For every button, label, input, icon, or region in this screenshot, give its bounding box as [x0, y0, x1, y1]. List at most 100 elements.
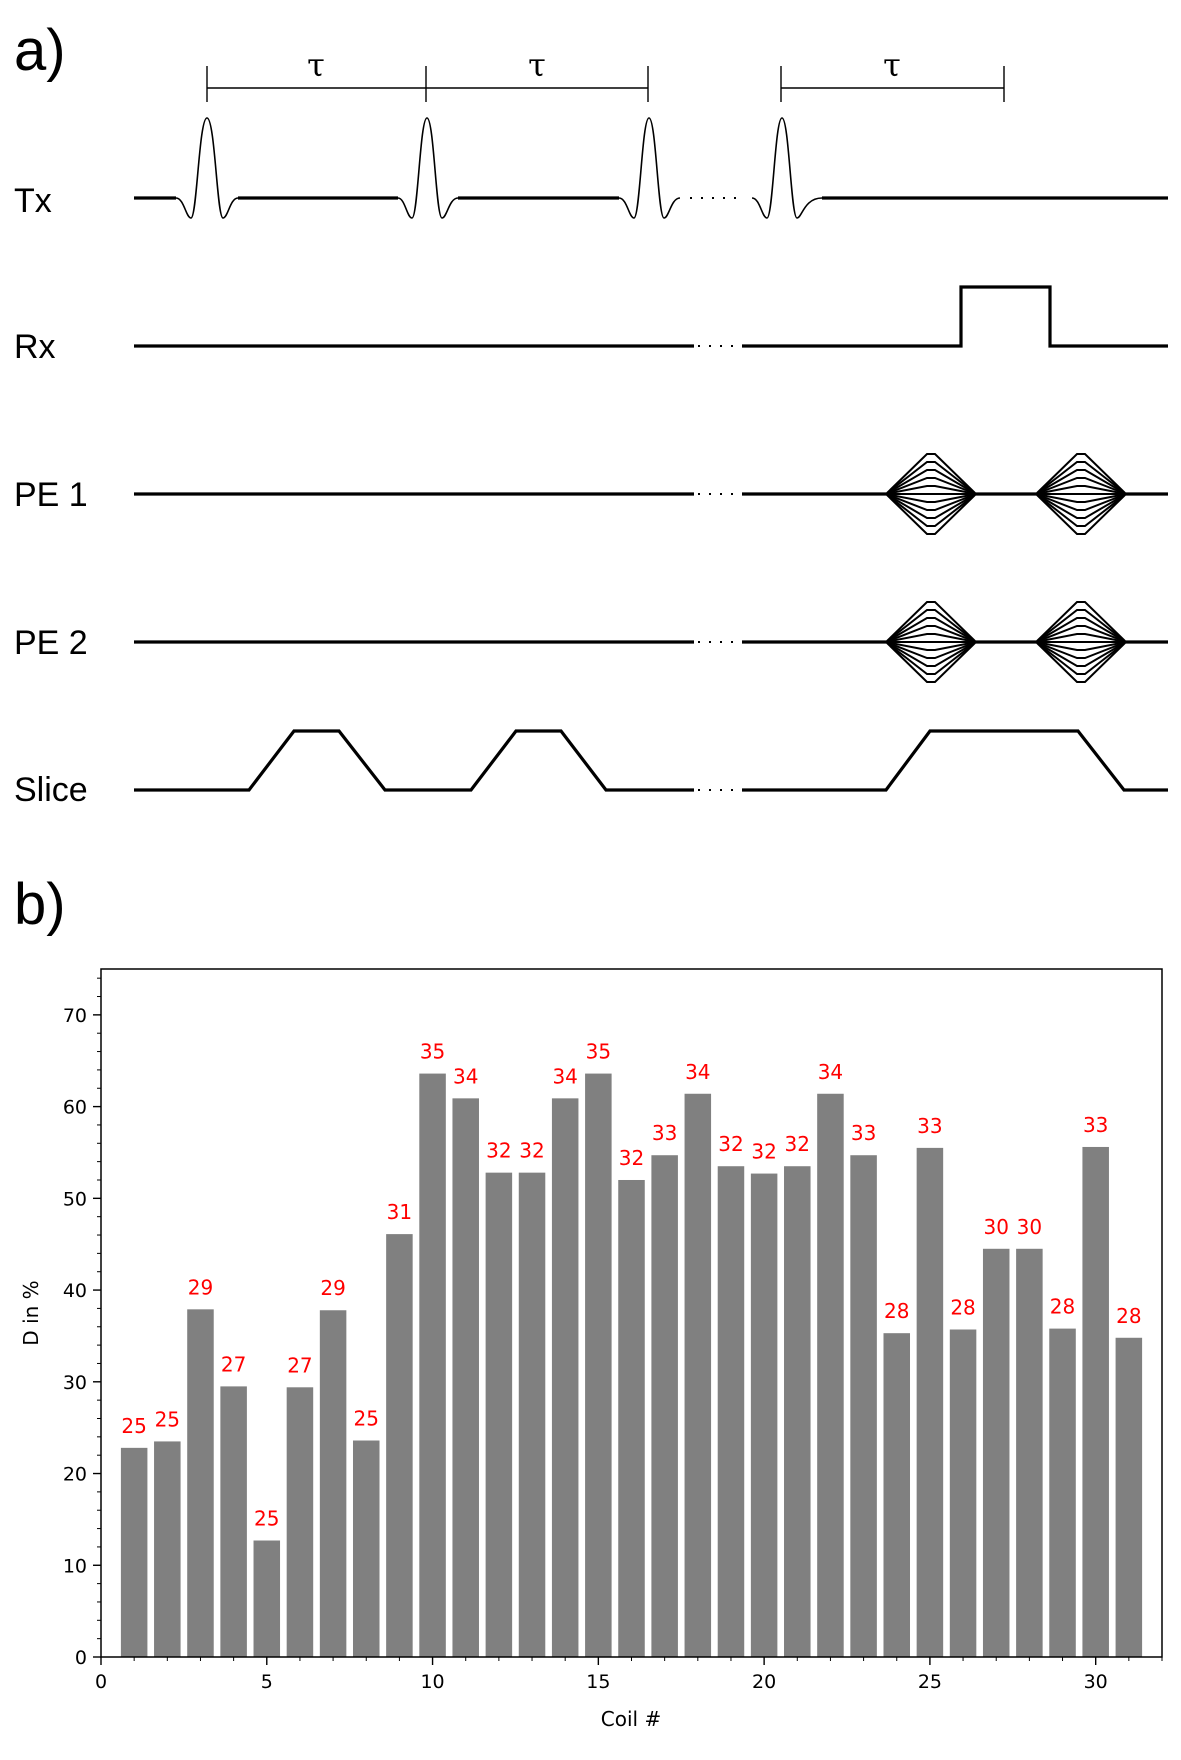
bar-value-label: 25: [254, 1506, 279, 1530]
gradient-step-line: [1035, 469, 1127, 495]
bar-value-label: 25: [354, 1407, 379, 1431]
x-tick-label: 15: [586, 1671, 610, 1693]
bar: [253, 1540, 281, 1657]
x-axis-label: Coil #: [601, 1707, 661, 1731]
gradient-step-line: [885, 493, 977, 535]
gradient-step-line: [1035, 461, 1127, 495]
x-tick-label: 25: [918, 1671, 942, 1693]
axis-ticks: [93, 977, 1163, 1665]
pe2-waveform: [134, 601, 1168, 683]
gradient-step-line: [1035, 453, 1127, 495]
bar-value-label: 33: [917, 1114, 942, 1138]
bar-value-label: 33: [851, 1121, 876, 1145]
bars: [120, 1073, 1143, 1657]
pe1-gradient-table: [885, 453, 1127, 535]
gradient-step-line: [1035, 477, 1127, 495]
y-tick-label: 60: [63, 1097, 87, 1119]
gradient-step-line: [1035, 601, 1127, 643]
gradient-step-line: [1035, 641, 1127, 651]
bar-value-label: 29: [188, 1275, 213, 1299]
gradient-step-line: [885, 633, 977, 643]
gradient-step-line: [885, 641, 977, 651]
x-tick-label: 10: [420, 1671, 444, 1693]
gradient-step-line: [1035, 493, 1127, 511]
bar-value-label: 32: [519, 1139, 544, 1163]
bar: [319, 1310, 347, 1657]
bar-value-label: 33: [1083, 1113, 1108, 1137]
gradient-step-line: [885, 641, 977, 683]
gradient-step-line: [885, 469, 977, 495]
tau-brackets: τ τ τ: [206, 46, 1005, 102]
bar: [883, 1333, 911, 1657]
bar: [585, 1073, 612, 1657]
bar: [220, 1386, 247, 1657]
tau-label: τ: [528, 46, 546, 84]
bar-value-label: 28: [1050, 1295, 1075, 1319]
y-tick-label: 10: [63, 1555, 87, 1577]
bar: [551, 1098, 579, 1657]
y-tick-label: 50: [63, 1188, 87, 1210]
pe2-gradient-table: [885, 601, 1127, 683]
y-tick-label: 70: [63, 1005, 87, 1027]
y-tick-label: 30: [63, 1372, 87, 1394]
gradient-step-line: [885, 461, 977, 495]
bar: [154, 1441, 181, 1657]
bar: [684, 1093, 712, 1657]
row-label-slice: Slice: [14, 771, 88, 809]
gradient-step-line: [885, 493, 977, 511]
gradient-step-line: [1035, 493, 1127, 519]
gradient-step-line: [1035, 641, 1127, 667]
bar-value-label: 35: [420, 1040, 445, 1064]
bar-chart: 25 25 29 27 25 27 29 25 31 35 34 32 32 34 35 32 33 34 32 32…: [19, 968, 1163, 1731]
row-label-pe2: PE 2: [14, 624, 88, 662]
bar-value-label: 28: [884, 1299, 909, 1323]
axis-tick-labels: 0 5 10 15 20 25 30 0 10 20 30 40 50 60 70: [63, 1005, 1108, 1693]
gradient-step-line: [885, 493, 977, 519]
bar-value-label: 30: [1017, 1215, 1042, 1239]
gradient-step-line: [1035, 641, 1127, 659]
bar-value-label: 32: [486, 1139, 511, 1163]
bar-value-label: 28: [950, 1296, 975, 1320]
bar-value-label: 30: [983, 1215, 1008, 1239]
gradient-step-line: [885, 617, 977, 643]
bar-value-label: 32: [718, 1132, 743, 1156]
x-tick-label: 20: [752, 1671, 776, 1693]
bar: [817, 1093, 844, 1657]
bar: [1082, 1146, 1109, 1657]
gradient-step-line: [885, 641, 977, 667]
bar-labels: 25 25 29 27 25 27 29 25 31 35 34 32 32 34 35 32 33 34 32 32…: [121, 1040, 1141, 1531]
y-tick-label: 20: [63, 1464, 87, 1486]
bar-value-label: 32: [619, 1146, 644, 1170]
bar: [1049, 1328, 1076, 1657]
bar: [1115, 1337, 1143, 1657]
bar: [916, 1147, 944, 1657]
y-tick-label: 0: [75, 1647, 87, 1669]
y-axis-label: D in %: [19, 1280, 43, 1345]
x-tick-label: 30: [1084, 1671, 1108, 1693]
gradient-step-line: [885, 609, 977, 643]
bar: [1016, 1248, 1043, 1657]
bar: [850, 1155, 877, 1657]
x-tick-label: 0: [95, 1671, 107, 1693]
slice-waveform: [134, 729, 1168, 792]
tx-waveform: [134, 117, 1168, 219]
bar: [982, 1248, 1010, 1657]
bar: [120, 1447, 148, 1657]
bar-value-label: 27: [287, 1353, 312, 1377]
bar: [452, 1098, 479, 1657]
row-label-rx: Rx: [14, 328, 56, 366]
gradient-step-line: [1035, 617, 1127, 643]
bar: [949, 1329, 977, 1657]
gradient-step-line: [885, 477, 977, 495]
bar: [784, 1166, 811, 1657]
gradient-step-line: [1035, 625, 1127, 643]
bar: [485, 1172, 513, 1657]
panel-b-label: b): [14, 872, 66, 937]
bar-value-label: 27: [221, 1352, 246, 1376]
rx-waveform: [134, 285, 1168, 348]
bar-value-label: 34: [685, 1060, 710, 1084]
bar-value-label: 25: [121, 1414, 146, 1438]
gradient-step-line: [885, 601, 977, 643]
bar-value-label: 25: [155, 1407, 180, 1431]
